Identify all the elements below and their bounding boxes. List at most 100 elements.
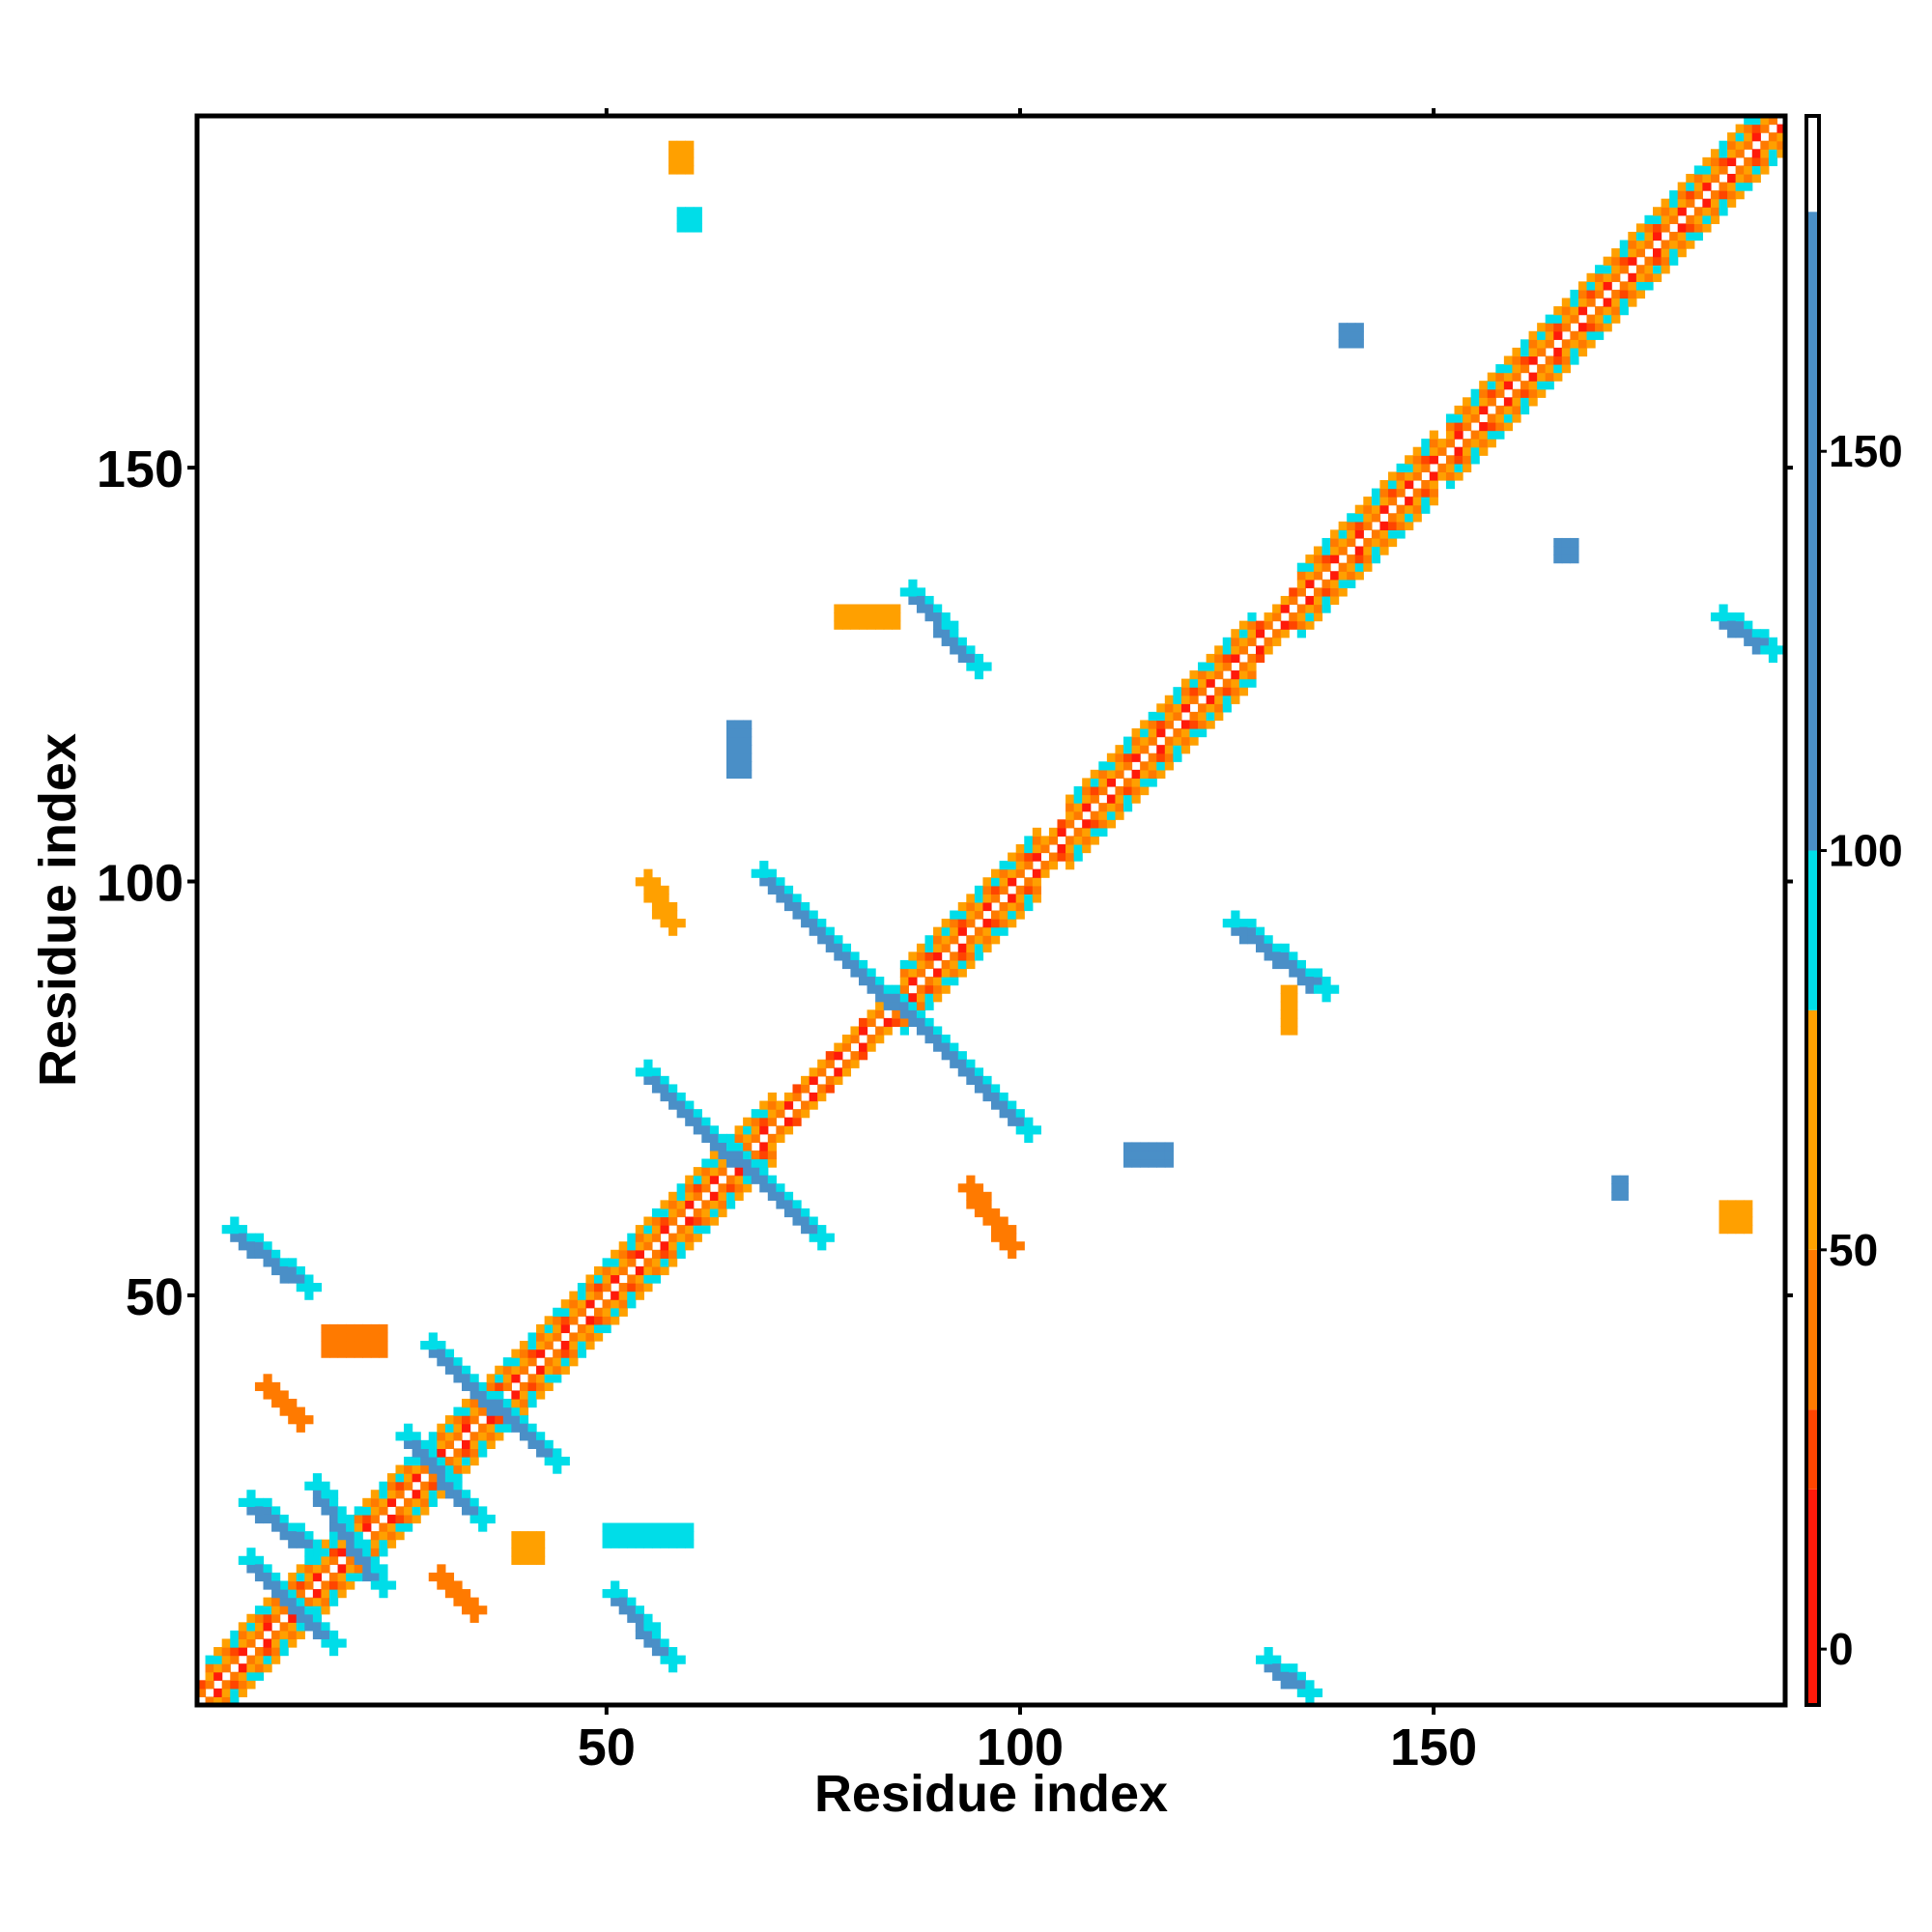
heatmap-cell [834,1075,843,1086]
heatmap-cell [908,1017,918,1028]
heatmap-cell [437,1341,446,1350]
heatmap-cell [966,1200,976,1209]
heatmap-cell [1570,330,1579,340]
heatmap-cell [618,1589,628,1599]
heatmap-cell [1520,347,1530,357]
heatmap-cell [238,1225,247,1235]
heatmap-cell [982,1216,992,1226]
heatmap-cell [924,993,934,1003]
x-tick-label: 100 [977,1719,1064,1776]
heatmap-cell [263,1497,272,1507]
heatmap-cell [444,1580,455,1590]
heatmap-cell [1173,711,1182,722]
heatmap-cell [1577,330,1588,340]
heatmap-cell [693,1183,702,1193]
heatmap-cell [651,1638,662,1648]
heatmap-cell [254,1663,265,1673]
heatmap-cell [246,1663,256,1673]
heatmap-cell [1595,289,1605,299]
heatmap-cell [230,1630,240,1640]
heatmap-cell [1751,637,1761,646]
heatmap-cell [304,1572,314,1582]
heatmap-cell [743,1150,753,1160]
heatmap-cell [1768,149,1778,158]
heatmap-cell [859,604,868,613]
heatmap-cell [1454,446,1463,456]
heatmap-cell [1611,289,1621,299]
heatmap-cell [1495,413,1505,423]
heatmap-cell [304,1605,314,1615]
heatmap-cell [1635,265,1646,274]
heatmap-cell [1619,1175,1629,1184]
heatmap-cell [734,1183,744,1193]
heatmap-cell [346,1349,355,1358]
heatmap-cell [933,952,943,961]
heatmap-cell [1198,720,1208,729]
heatmap-cell [1653,214,1662,224]
heatmap-cell [412,1448,421,1458]
heatmap-cell [982,1200,992,1209]
heatmap-cell [246,1548,256,1557]
heatmap-cell [1206,678,1215,688]
heatmap-cell [428,1464,438,1474]
heatmap-cell [759,868,769,878]
heatmap-cell [1173,745,1182,754]
heatmap-cell [1379,488,1389,497]
heatmap-cell [1024,836,1034,845]
heatmap-cell [221,1663,231,1673]
heatmap-cell [1354,554,1364,564]
heatmap-cell [783,1092,794,1102]
heatmap-cell [1280,1026,1290,1036]
heatmap-cell [263,1381,272,1392]
heatmap-cell [329,1580,339,1590]
heatmap-cell [635,1522,644,1532]
heatmap-cell [527,1374,537,1383]
heatmap-cell [478,1390,488,1400]
heatmap-cell [263,1580,272,1590]
heatmap-cell [354,1332,363,1342]
heatmap-cell [1760,637,1770,646]
heatmap-cell [817,1233,827,1242]
heatmap-cell [982,894,992,903]
heatmap-cell [991,926,1001,936]
heatmap-cell [1330,984,1340,994]
heatmap-cell [668,1092,678,1102]
heatmap-cell [312,1589,323,1599]
heatmap-cell [776,1100,785,1110]
heatmap-cell [1106,753,1117,762]
heatmap-cell [1619,248,1629,258]
heatmap-cell [651,1084,662,1094]
heatmap-cell [899,959,909,970]
heatmap-cell [379,1481,388,1491]
heatmap-cell [1264,637,1273,646]
heatmap-cell [1735,140,1745,150]
heatmap-cell [1727,149,1737,158]
heatmap-cell [783,901,794,912]
heatmap-cell [1388,497,1398,506]
heatmap-cell [1545,355,1554,365]
heatmap-cell [354,1341,363,1350]
heatmap-cell [246,1233,256,1242]
heatmap-cell [726,1200,736,1209]
heatmap-cell [651,1265,662,1276]
heatmap-cell [676,1208,686,1218]
heatmap-cell [751,1117,760,1126]
heatmap-cell [1454,422,1463,432]
heatmap-cell [453,1448,463,1458]
heatmap-cell [288,1265,298,1276]
heatmap-cell [1561,314,1571,324]
heatmap-cell [1247,662,1257,671]
heatmap-cell [635,1241,644,1251]
heatmap-cell [1686,182,1695,191]
heatmap-cell [850,604,860,613]
heatmap-cell [743,1133,753,1143]
heatmap-cell [1313,977,1323,986]
heatmap-cell [1727,612,1737,622]
heatmap-cell [643,1216,653,1226]
heatmap-cell [370,1580,380,1590]
heatmap-cell [1727,156,1737,167]
heatmap-cell [1115,803,1124,812]
heatmap-cell [776,877,785,887]
heatmap-cell [859,968,868,978]
